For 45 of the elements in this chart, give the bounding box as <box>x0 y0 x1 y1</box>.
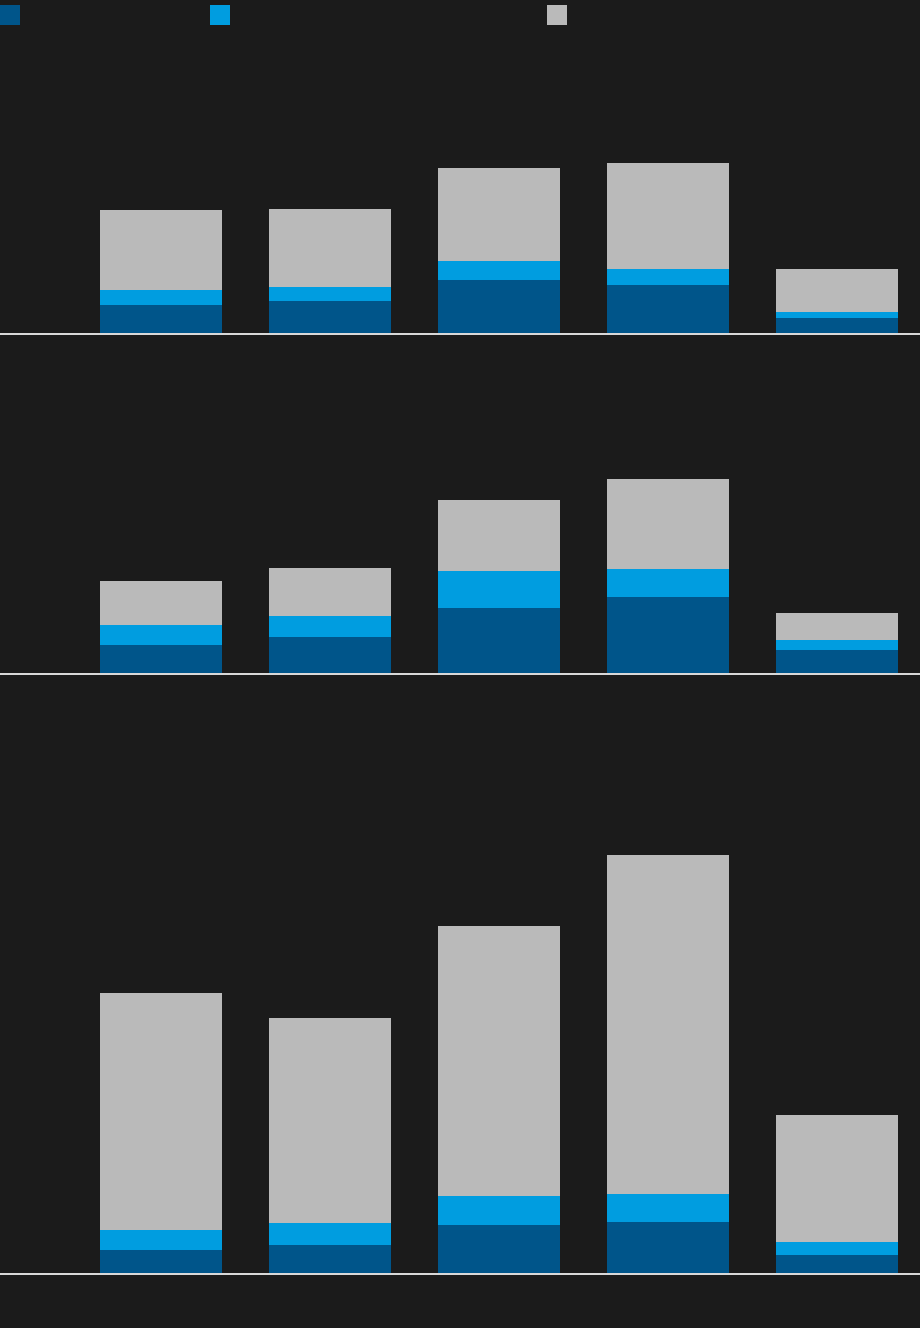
bar <box>776 639 899 650</box>
bar <box>776 1255 899 1273</box>
bar <box>438 608 560 673</box>
bar <box>607 479 729 570</box>
bar <box>607 269 729 286</box>
bar <box>607 855 729 1194</box>
bar <box>776 612 899 640</box>
bar <box>269 636 391 673</box>
bar <box>269 287 391 302</box>
bar <box>438 167 560 261</box>
bar <box>100 289 222 305</box>
bar <box>269 1018 391 1223</box>
bar <box>269 1222 391 1245</box>
bar <box>100 1250 222 1273</box>
bar <box>776 649 899 673</box>
bar <box>776 1242 899 1256</box>
bar <box>269 1244 391 1273</box>
bar <box>607 1222 729 1273</box>
bar <box>269 301 391 333</box>
bar <box>607 596 729 673</box>
bar <box>776 312 899 319</box>
bar <box>100 304 222 333</box>
bar <box>100 581 222 626</box>
bar <box>438 260 560 280</box>
bar <box>269 568 391 616</box>
bar <box>100 209 222 290</box>
bar <box>438 1224 560 1273</box>
bar <box>607 285 729 333</box>
bar <box>100 645 222 673</box>
bar <box>607 163 729 270</box>
bar <box>776 318 899 333</box>
bar <box>438 1196 560 1225</box>
bar <box>269 209 391 288</box>
bar <box>100 625 222 646</box>
bar <box>776 1115 899 1243</box>
bar <box>607 1194 729 1222</box>
bar <box>607 569 729 597</box>
bar <box>100 1229 222 1251</box>
bar <box>269 615 391 637</box>
bar <box>438 570 560 609</box>
bar <box>776 269 899 313</box>
bar <box>438 926 560 1197</box>
bar <box>438 279 560 333</box>
bar <box>100 992 222 1230</box>
bar <box>438 499 560 571</box>
